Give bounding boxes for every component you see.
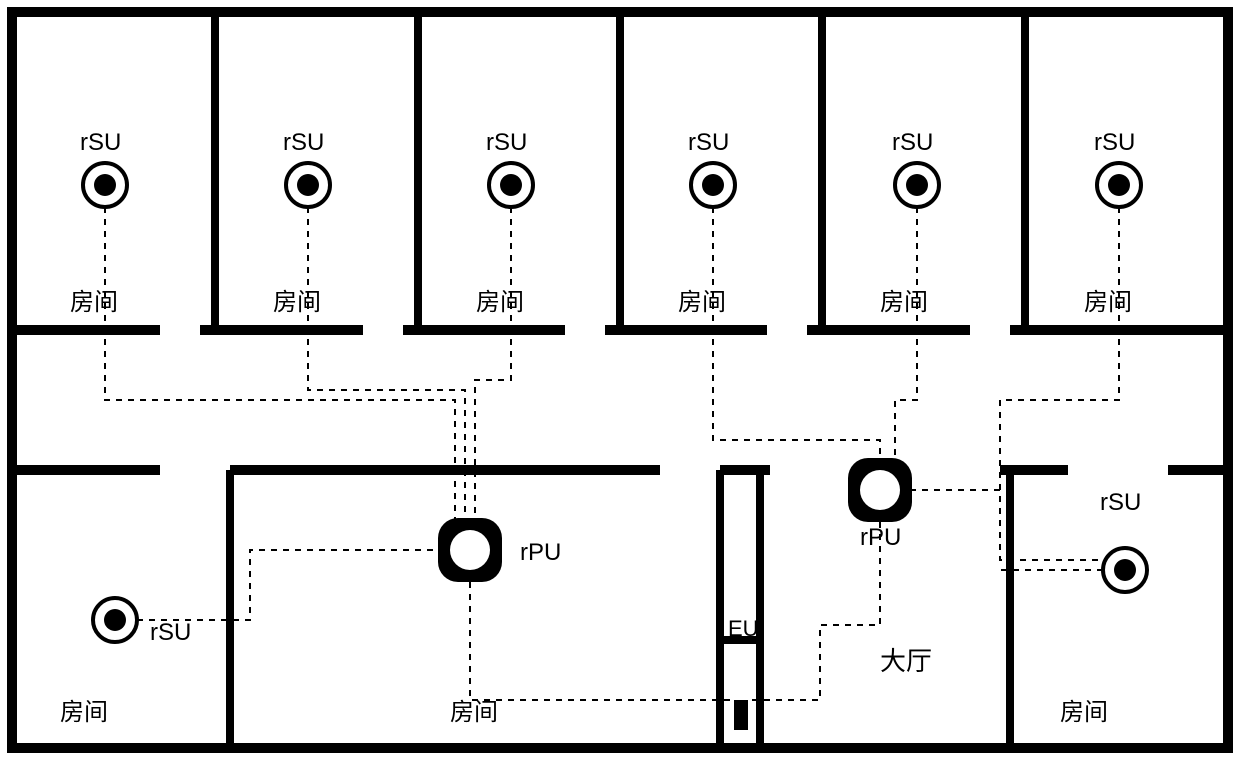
rsu-top-4	[895, 163, 939, 207]
rsu-label-top-5: rSU	[1094, 129, 1135, 156]
rsu-top-3	[691, 163, 735, 207]
rsu-label-top-3: rSU	[688, 129, 729, 156]
rsu-top-5	[1097, 163, 1141, 207]
rsu-label-top-2: rSU	[486, 129, 527, 156]
room-label-top-1: 房间	[273, 289, 321, 316]
room-label-bottom-right: 房间	[1060, 699, 1108, 726]
rpu-label-rpu1: rPU	[520, 539, 561, 566]
room-label-top-2: 房间	[476, 289, 524, 316]
rsu-label-top-4: rSU	[892, 129, 933, 156]
hall-label: 大厅	[880, 646, 932, 676]
room-label-top-5: 房间	[1084, 289, 1132, 316]
connections	[105, 207, 1119, 700]
room-label-top-4: 房间	[880, 289, 928, 316]
rsu-label-bottom-right: rSU	[1100, 489, 1141, 516]
room-label-bottom-mid: 房间	[450, 699, 498, 726]
rpu-rpu1	[438, 518, 502, 582]
rsu-label-top-1: rSU	[283, 129, 324, 156]
rsu-bottom-right	[1103, 548, 1147, 592]
eu-node	[734, 700, 748, 730]
room-label-bottom-left: 房间	[60, 699, 108, 726]
room-label-top-3: 房间	[678, 289, 726, 316]
rsu-label-bottom-left: rSU	[150, 619, 191, 646]
room-label-top-0: 房间	[70, 289, 118, 316]
rsu-top-1	[286, 163, 330, 207]
rsu-label-top-0: rSU	[80, 129, 121, 156]
walls	[12, 12, 1228, 748]
rsu-bottom-left	[93, 598, 137, 642]
eu-label: EU	[728, 616, 759, 641]
rsu-top-2	[489, 163, 533, 207]
rpu-label-rpu2: rPU	[860, 524, 901, 551]
rpu-rpu2	[848, 458, 912, 522]
rsu-top-0	[83, 163, 127, 207]
